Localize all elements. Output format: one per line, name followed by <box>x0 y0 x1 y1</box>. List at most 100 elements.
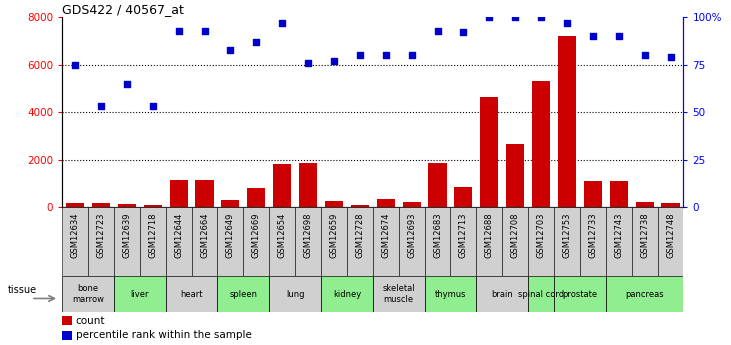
Bar <box>351 205 369 207</box>
Text: GSM12683: GSM12683 <box>433 213 442 258</box>
Text: GSM12733: GSM12733 <box>588 213 597 258</box>
Bar <box>140 207 166 276</box>
Bar <box>218 207 243 276</box>
Bar <box>92 203 110 207</box>
Bar <box>477 276 528 312</box>
Text: count: count <box>76 316 105 326</box>
Text: GSM12703: GSM12703 <box>537 213 545 258</box>
Point <box>483 14 495 20</box>
Bar <box>610 181 628 207</box>
Text: GSM12728: GSM12728 <box>355 213 364 258</box>
Bar <box>273 164 291 207</box>
Text: liver: liver <box>131 289 149 299</box>
Bar <box>114 276 166 312</box>
Bar <box>62 316 72 325</box>
Text: spleen: spleen <box>230 289 257 299</box>
Point <box>251 39 262 45</box>
Point <box>535 14 547 20</box>
Point <box>458 30 469 35</box>
Bar <box>428 163 447 207</box>
Text: GSM12713: GSM12713 <box>459 213 468 258</box>
Text: GSM12644: GSM12644 <box>174 213 183 258</box>
Text: skeletal
muscle: skeletal muscle <box>382 284 415 304</box>
Text: percentile rank within the sample: percentile rank within the sample <box>76 331 251 341</box>
Bar <box>580 207 606 276</box>
Bar <box>88 207 114 276</box>
Text: brain: brain <box>491 289 513 299</box>
Text: GSM12743: GSM12743 <box>614 213 624 258</box>
Bar <box>144 205 162 207</box>
Bar <box>606 207 632 276</box>
Text: GSM12748: GSM12748 <box>666 213 675 258</box>
Bar <box>166 276 218 312</box>
Bar <box>321 207 347 276</box>
Bar <box>398 207 425 276</box>
Point <box>199 28 211 33</box>
Point <box>276 20 288 26</box>
Point <box>147 104 159 109</box>
Text: GSM12738: GSM12738 <box>640 213 649 258</box>
Text: GSM12718: GSM12718 <box>148 213 157 258</box>
Bar <box>221 200 240 207</box>
Bar <box>528 276 554 312</box>
Bar <box>606 276 683 312</box>
Point <box>173 28 184 33</box>
Text: GSM12669: GSM12669 <box>251 213 261 258</box>
Bar <box>662 204 680 207</box>
Text: GSM12723: GSM12723 <box>96 213 105 258</box>
Bar <box>243 207 269 276</box>
Bar <box>62 207 88 276</box>
Bar <box>528 207 554 276</box>
Bar <box>321 276 373 312</box>
Point <box>613 33 624 39</box>
Text: GSM12674: GSM12674 <box>382 213 390 258</box>
Text: thymus: thymus <box>435 289 466 299</box>
Bar <box>584 181 602 207</box>
Text: bone
marrow: bone marrow <box>72 284 104 304</box>
Bar <box>450 207 477 276</box>
Point <box>121 81 133 87</box>
Bar <box>299 163 317 207</box>
Bar <box>62 276 114 312</box>
Point <box>69 62 81 68</box>
Text: GSM12659: GSM12659 <box>330 213 338 258</box>
Text: lung: lung <box>286 289 304 299</box>
Bar <box>635 202 654 207</box>
Point <box>561 20 573 26</box>
Text: GSM12639: GSM12639 <box>122 213 132 258</box>
Point <box>639 52 651 58</box>
Point <box>380 52 392 58</box>
Bar <box>506 144 524 207</box>
Bar <box>218 276 269 312</box>
Text: kidney: kidney <box>333 289 361 299</box>
Bar <box>62 331 72 340</box>
Bar <box>347 207 373 276</box>
Bar <box>558 36 576 207</box>
Text: GSM12649: GSM12649 <box>226 213 235 258</box>
Text: GSM12698: GSM12698 <box>303 213 313 258</box>
Text: GSM12654: GSM12654 <box>278 213 287 258</box>
Text: GSM12634: GSM12634 <box>71 213 80 258</box>
Bar <box>554 207 580 276</box>
Bar <box>658 207 683 276</box>
Bar <box>195 180 213 207</box>
Bar <box>373 276 425 312</box>
Bar <box>403 202 421 207</box>
Text: tissue: tissue <box>7 285 37 295</box>
Text: spinal cord: spinal cord <box>518 289 564 299</box>
Text: GSM12753: GSM12753 <box>562 213 572 258</box>
Bar <box>114 207 140 276</box>
Bar <box>66 204 84 207</box>
Bar <box>554 276 606 312</box>
Point <box>95 104 107 109</box>
Point <box>510 14 521 20</box>
Bar <box>480 97 499 207</box>
Point <box>328 58 340 64</box>
Point <box>664 54 676 60</box>
Bar <box>166 207 192 276</box>
Bar <box>325 201 343 207</box>
Bar <box>425 276 477 312</box>
Point <box>224 47 236 52</box>
Text: GSM12664: GSM12664 <box>200 213 209 258</box>
Bar <box>269 276 321 312</box>
